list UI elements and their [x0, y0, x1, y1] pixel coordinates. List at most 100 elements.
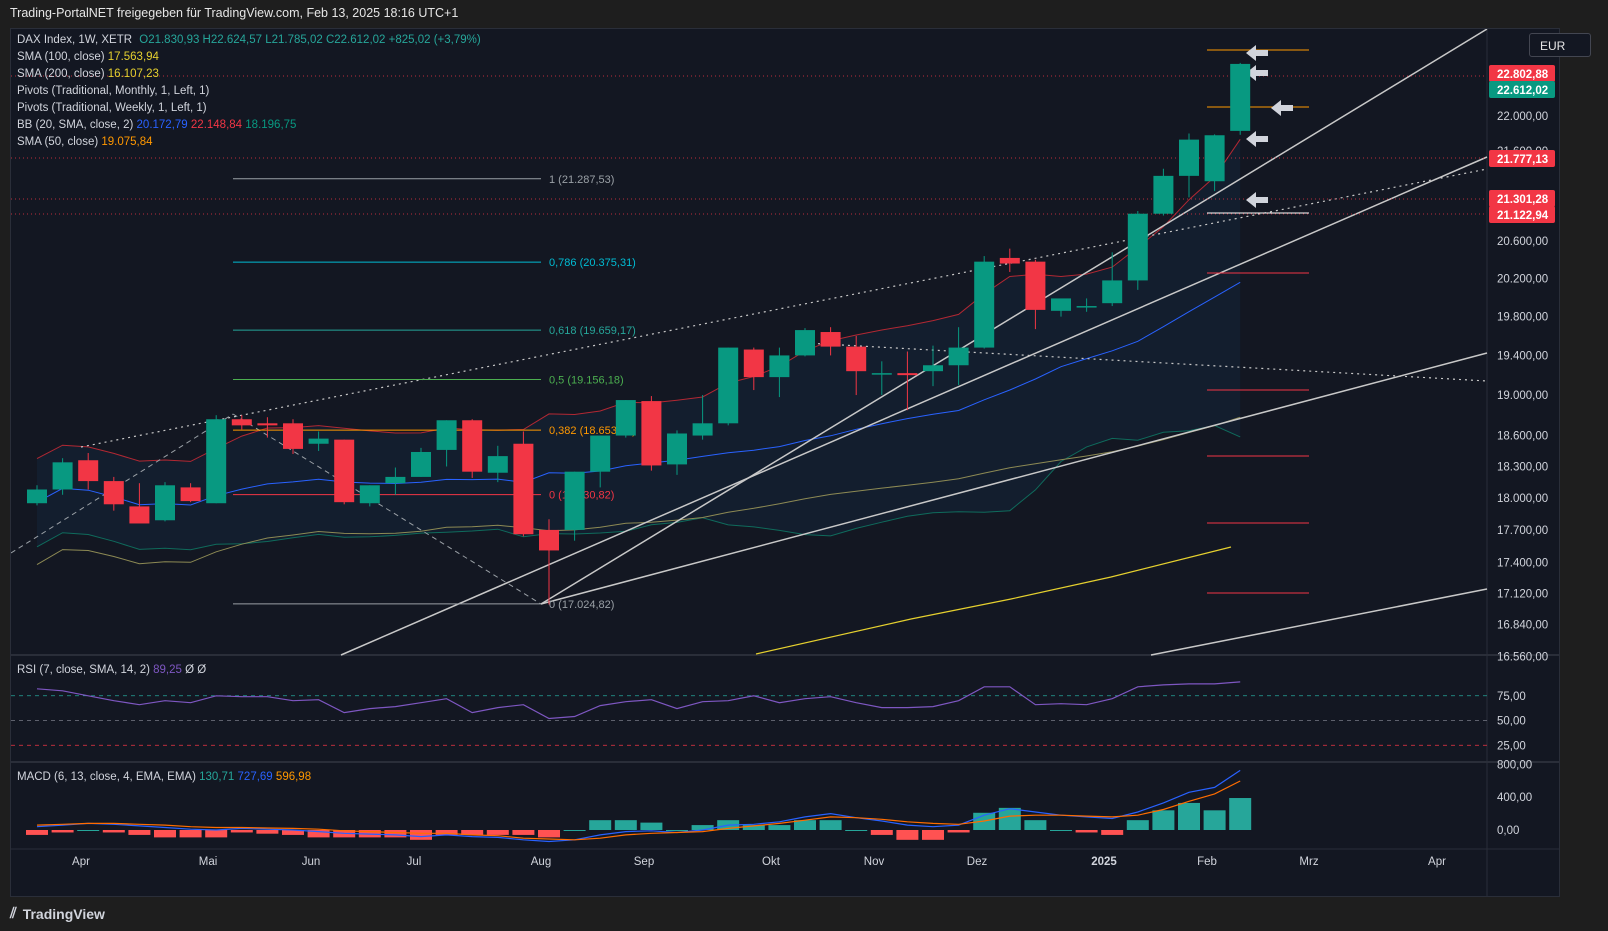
price-axis-label: 17.700,00: [1497, 525, 1548, 537]
fib-level-label: 1 (21.287,53): [549, 174, 614, 186]
price-axis-label: 18.300,00: [1497, 461, 1548, 473]
legend-macd-signal: 596,98: [275, 771, 312, 783]
price-axis-label: 18.600,00: [1497, 431, 1548, 443]
price-badge-label: 22.802,88: [1497, 69, 1549, 81]
legend-macd-hist: 130,71: [199, 771, 235, 783]
candle-body: [513, 443, 534, 535]
candle-body: [52, 462, 73, 490]
macd-histogram-bar: [1152, 810, 1175, 830]
arrow-icon: [1246, 65, 1268, 81]
price-axis-label: 19.400,00: [1497, 350, 1548, 362]
legend-sma50-value: 19.075,84: [101, 136, 153, 148]
macd-line: [36, 769, 1241, 843]
currency-button[interactable]: EUR: [1529, 33, 1591, 57]
legend-pivots-monthly[interactable]: Pivots (Traditional, Monthly, 1, Left, 1…: [17, 85, 209, 97]
macd-histogram-bar: [614, 820, 637, 830]
price-axis-label: 17.400,00: [1497, 557, 1548, 569]
rsi-axis-label: 75,00: [1497, 691, 1526, 703]
price-badge: [1489, 190, 1555, 207]
macd-axis-label: 400,00: [1497, 792, 1532, 804]
arrow-icon: [1246, 192, 1268, 208]
time-axis-label: Dez: [967, 856, 988, 868]
price-axis-label: 20.200,00: [1497, 274, 1548, 286]
rsi-axis-label: 25,00: [1497, 740, 1526, 752]
rsi-axis-label: 50,00: [1497, 716, 1526, 728]
candle-body: [283, 423, 303, 449]
price-axis-label: 19.800,00: [1497, 312, 1548, 324]
price-axis-label: 19.000,00: [1497, 390, 1548, 402]
macd-histogram-bar: [819, 820, 842, 830]
bollinger-basis-line: [36, 281, 1241, 506]
candle-body: [718, 347, 739, 424]
candle-body: [231, 419, 252, 426]
macd-histogram-bar: [640, 822, 663, 830]
legend-sma200-label: SMA (200, close): [17, 68, 105, 80]
legend-sma200-value: 16.107,23: [107, 68, 159, 80]
tradingview-footer[interactable]: ⫽ TradingView: [10, 905, 105, 922]
macd-histogram-bar: [870, 830, 893, 835]
macd-histogram-bar: [128, 830, 151, 835]
candle-body: [1127, 213, 1148, 281]
candle-body: [846, 346, 867, 372]
chart-pane[interactable]: 1 (21.287,53) 0,786 (20.375,31) 0,618 (19.…: [10, 28, 1560, 897]
dashed-swing-line: [232, 413, 542, 605]
candle-body: [641, 401, 662, 466]
candle-body: [999, 257, 1020, 264]
candle-body: [795, 330, 815, 356]
macd-histogram-bar: [998, 807, 1021, 830]
macd-histogram-bar: [179, 830, 202, 838]
macd-histogram-bar: [256, 830, 279, 834]
macd-histogram-bar: [1229, 798, 1252, 830]
legend-rsi[interactable]: RSI (7, close, SMA, 14, 2) 89,25 Ø Ø: [17, 664, 206, 676]
macd-histogram-bar: [1050, 830, 1072, 831]
legend-sma50[interactable]: SMA (50, close) 19.075,84: [17, 136, 153, 148]
macd-histogram-bar: [666, 830, 688, 831]
candle-body: [359, 485, 380, 504]
channel-upper-line: [540, 28, 1488, 605]
macd-axis-label: 0,00: [1497, 825, 1519, 837]
candle-body: [462, 420, 483, 472]
legend-rsi-extra: Ø Ø: [185, 664, 207, 676]
tradingview-brand: TradingView: [22, 905, 105, 922]
legend-bb[interactable]: BB (20, SMA, close, 2) 20.172,79 22.148,…: [17, 119, 296, 131]
legend-bb-basis: 20.172,79: [136, 119, 188, 131]
macd-histogram-bar: [563, 830, 586, 831]
candle-body: [129, 506, 150, 524]
channel-lower-line: [340, 156, 1488, 656]
candle-body: [1076, 306, 1097, 308]
macd-histogram-bar: [384, 830, 407, 838]
candle-body: [590, 435, 611, 472]
rsi-line: [36, 681, 1241, 720]
candle-body: [1051, 298, 1071, 311]
candle-body: [948, 347, 969, 366]
legend-sma100-label: SMA (100, close): [17, 51, 105, 63]
candle-body: [27, 489, 47, 504]
legend-sma100[interactable]: SMA (100, close) 17.563,94: [17, 51, 159, 63]
time-axis-label: Mrz: [1299, 856, 1318, 868]
candle-body: [1204, 135, 1225, 182]
legend-pivots-weekly[interactable]: Pivots (Traditional, Weekly, 1, Left, 1): [17, 102, 207, 114]
macd-histogram-bar: [922, 830, 944, 840]
candle-body: [411, 451, 431, 477]
macd-histogram-bar: [589, 820, 612, 830]
candle-body: [1025, 261, 1046, 310]
candle-body: [1179, 139, 1199, 176]
macd-histogram-bar: [845, 830, 868, 831]
legend-macd[interactable]: MACD (6, 13, close, 4, EMA, EMA) 130,71 …: [17, 771, 311, 783]
price-axis-label: 20.600,00: [1497, 236, 1548, 248]
macd-axis-label: 800,00: [1497, 759, 1532, 771]
legend-symbol[interactable]: DAX Index, 1W, XETR O21.830,93 H22.624,5…: [17, 34, 481, 46]
price-axis-label: 16.560,00: [1497, 652, 1548, 664]
macd-histogram-bar: [154, 830, 176, 838]
candle-body: [667, 433, 687, 465]
candle-body: [334, 439, 355, 503]
price-badge-label: 21.122,94: [1497, 210, 1549, 222]
macd-histogram-bar: [1101, 830, 1124, 835]
macd-histogram-bar: [282, 830, 304, 835]
legend-sma200[interactable]: SMA (200, close) 16.107,23: [17, 68, 159, 80]
price-chart[interactable]: 1 (21.287,53) 0,786 (20.375,31) 0,618 (19.…: [10, 28, 1559, 896]
macd-histogram-bar: [538, 830, 560, 838]
candle-body: [615, 400, 636, 436]
fib-level-label: 0,5 (19.156,18): [549, 374, 624, 386]
legend-sma100-value: 17.563,94: [107, 51, 159, 63]
